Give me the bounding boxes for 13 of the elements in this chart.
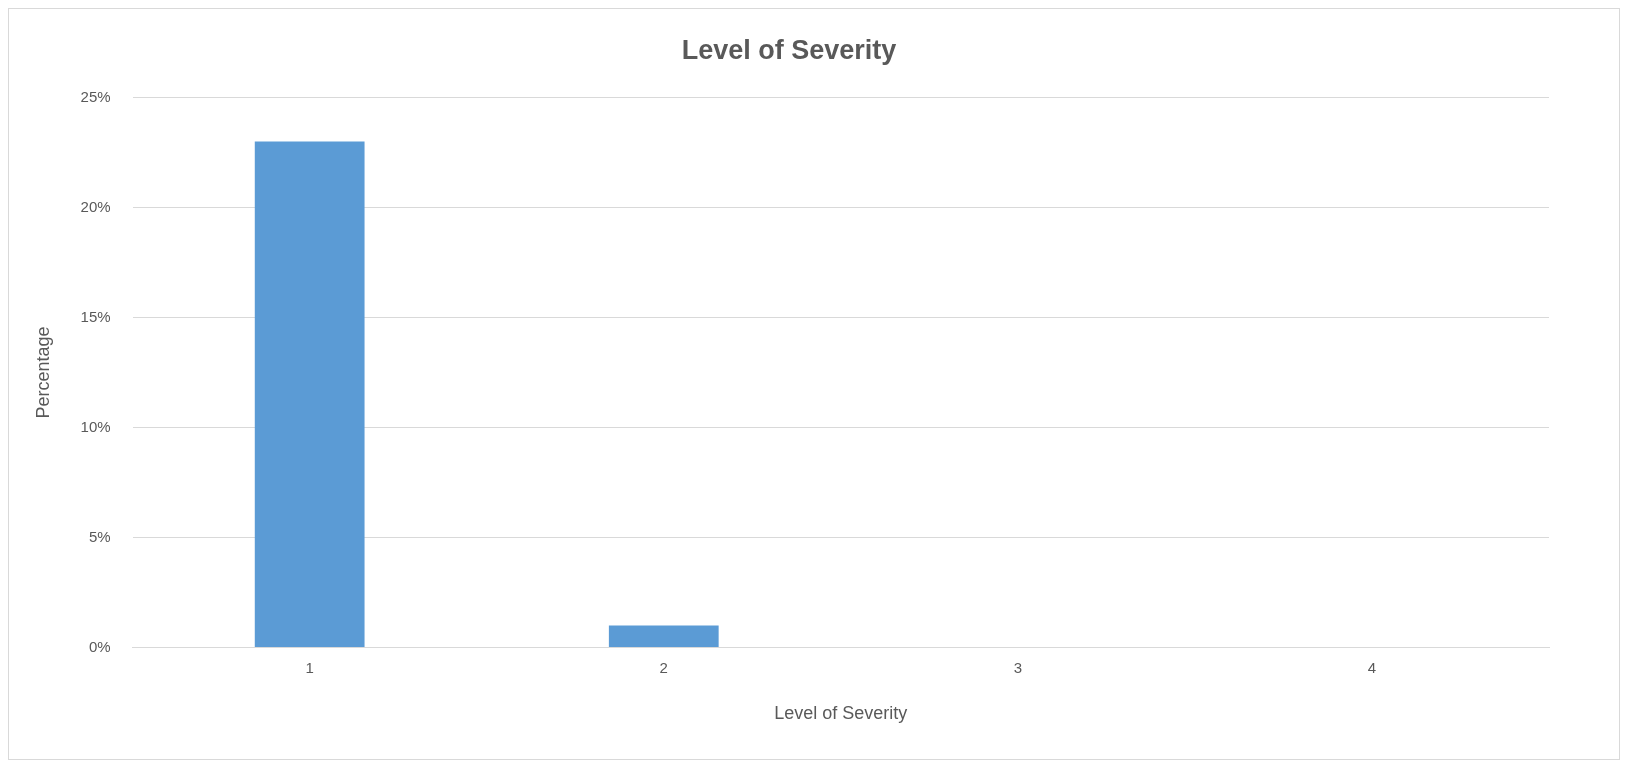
y-tick-label: 5% xyxy=(88,527,111,545)
y-tick-label: 15% xyxy=(80,307,111,325)
y-tick-label: 25% xyxy=(80,87,111,105)
x-tick-label: 4 xyxy=(1367,658,1377,676)
x-tick-label: 1 xyxy=(305,658,314,676)
x-axis-title: Level of Severity xyxy=(774,703,908,724)
x-tick-label: 3 xyxy=(1013,658,1023,676)
y-axis-title: Percentage xyxy=(32,326,53,419)
y-tick-label: 10% xyxy=(80,417,111,435)
y-tick-label: 0% xyxy=(88,637,111,655)
y-tick-label: 20% xyxy=(80,197,111,215)
chart-title: Level of Severity xyxy=(681,34,897,65)
x-tick-label: 2 xyxy=(659,658,668,676)
